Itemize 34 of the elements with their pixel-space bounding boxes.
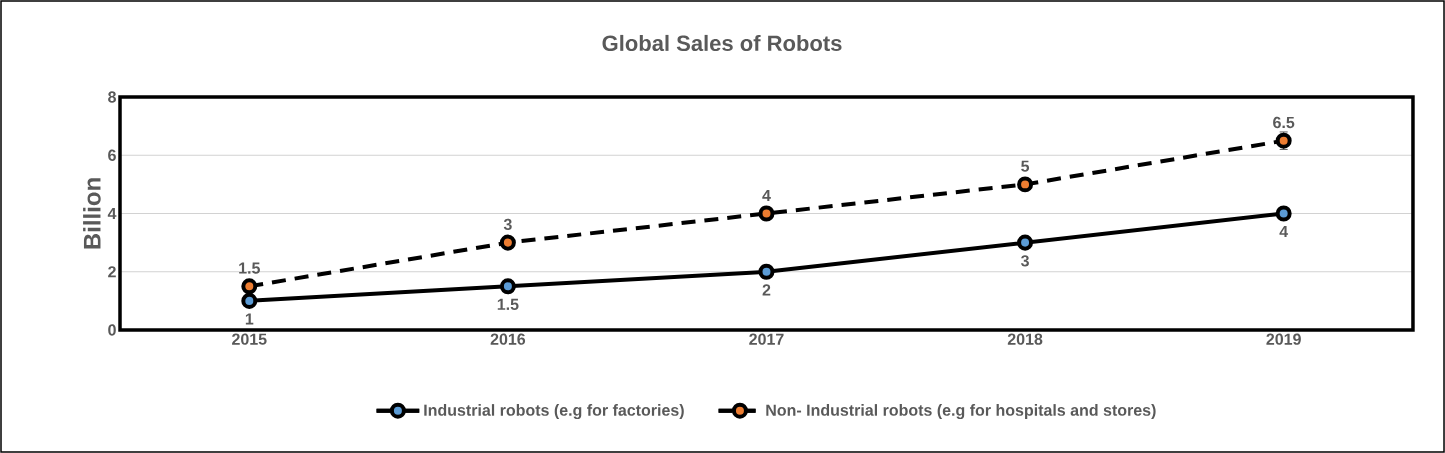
point [499, 234, 516, 251]
legend-label: Non- Industrial robots (e.g for hospitals and stores) [766, 404, 1156, 420]
data-label: 6.5 [1273, 116, 1295, 129]
data-label: 4 [1279, 226, 1289, 238]
point [758, 205, 775, 222]
point [1275, 205, 1292, 222]
data-label: 5 [1021, 160, 1030, 172]
y-tick-label: 4 [107, 207, 117, 219]
y-tick-label: 6 [108, 149, 116, 161]
legend-label: Industrial robots (e.g for factories) [424, 404, 684, 420]
point [1017, 176, 1034, 193]
point [1017, 234, 1034, 251]
data-label: 1.5 [497, 298, 519, 311]
data-label: 3 [503, 218, 512, 231]
y-tick-label: 0 [108, 324, 116, 336]
data-label: 1.5 [239, 262, 260, 274]
chart-title: Global Sales of Robots [602, 34, 842, 52]
y-tick-label: 8 [108, 91, 116, 103]
x-tick-label: 2015 [232, 333, 267, 345]
y-tick-label: 2 [108, 266, 116, 278]
x-tick-label: 2016 [490, 333, 526, 345]
point [758, 263, 775, 280]
data-label: 2 [762, 284, 771, 296]
point [1275, 132, 1292, 149]
y-axis-title: Billion [83, 178, 101, 249]
data-label: 3 [1020, 255, 1029, 267]
x-tick-label: 2017 [749, 333, 784, 345]
data-label: 4 [762, 189, 771, 201]
point [241, 278, 258, 295]
point [241, 292, 258, 309]
x-tick-label: 2019 [1266, 333, 1301, 345]
point [499, 278, 516, 295]
x-tick-label: 2018 [1007, 333, 1043, 345]
data-label: 1 [245, 313, 254, 325]
